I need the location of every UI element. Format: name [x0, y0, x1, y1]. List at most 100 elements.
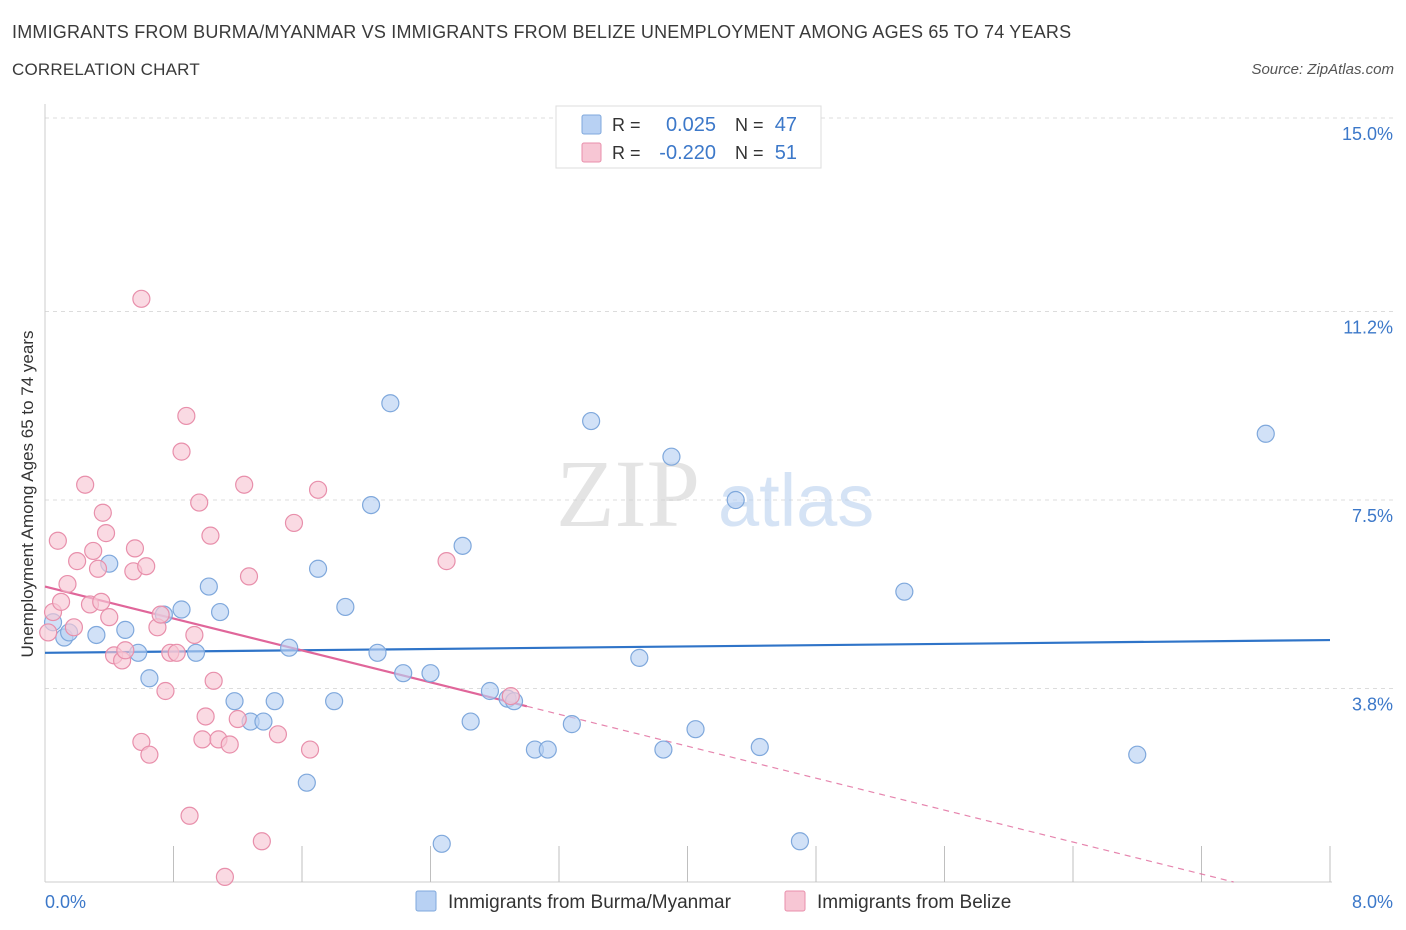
point-blue-21 [336, 597, 355, 617]
point-pink-26 [167, 643, 186, 662]
point-blue-17 [280, 638, 299, 657]
point-pink-50 [92, 592, 111, 611]
point-blue-13 [225, 692, 244, 711]
point-blue-46 [1256, 424, 1275, 443]
point-blue-9 [172, 600, 191, 619]
point-blue-12 [210, 602, 230, 622]
point-pink-27 [172, 442, 191, 461]
point-blue-7 [140, 669, 159, 688]
legend-swatch-blue [415, 890, 437, 912]
point-blue-38 [654, 740, 673, 759]
point-blue-25 [394, 664, 413, 683]
point-pink-41 [239, 567, 259, 586]
stats-swatch-pink [581, 142, 602, 163]
point-pink-47 [437, 552, 456, 571]
axes [44, 104, 1332, 883]
point-pink-38 [220, 735, 239, 754]
point-pink-18 [125, 539, 145, 558]
y-tick-label-1: 7.5% [1352, 506, 1393, 526]
point-blue-10 [186, 643, 206, 662]
point-blue-43 [790, 832, 810, 851]
point-blue-39 [662, 447, 681, 466]
point-blue-41 [726, 490, 745, 510]
point-pink-32 [193, 730, 212, 749]
point-blue-28 [453, 536, 472, 555]
trend-line-dashed-pink [526, 705, 1234, 883]
point-blue-26 [421, 664, 440, 683]
point-pink-44 [284, 513, 304, 533]
tick-labels: 3.8% 7.5% 11.2% 15.0% 0.0% 8.0% [45, 124, 1393, 912]
stats-r-label: R = [612, 115, 641, 135]
stats-n-value-pink: 51 [775, 142, 797, 164]
point-pink-10 [88, 559, 108, 578]
point-pink-31 [190, 493, 209, 512]
point-blue-37 [630, 648, 649, 667]
point-pink-5 [64, 618, 84, 637]
stats-n-label: N = [735, 143, 764, 163]
y-axis-label: Unemployment Among Ages 65 to 74 years [18, 331, 37, 658]
trend-lines [44, 585, 1331, 883]
point-pink-11 [93, 503, 112, 522]
point-pink-30 [185, 625, 204, 645]
data-points [39, 289, 1275, 887]
point-pink-16 [116, 641, 135, 660]
point-blue-3 [87, 625, 106, 645]
point-pink-35 [204, 671, 223, 690]
point-blue-27 [432, 834, 451, 853]
point-pink-46 [308, 480, 328, 499]
point-blue-11 [199, 577, 218, 596]
point-pink-23 [151, 605, 170, 624]
y-tick-label-2: 11.2% [1343, 318, 1393, 338]
point-pink-45 [300, 740, 320, 759]
point-blue-36 [582, 411, 601, 431]
point-pink-42 [252, 832, 271, 851]
point-blue-20 [325, 692, 344, 711]
y-tick-label-3: 15.0% [1342, 124, 1393, 144]
point-blue-30 [480, 681, 500, 701]
x-tick-label-1: 8.0% [1352, 892, 1393, 912]
point-blue-23 [368, 643, 387, 662]
point-blue-22 [361, 495, 381, 515]
point-blue-24 [381, 394, 400, 413]
point-blue-29 [461, 712, 480, 731]
series-legend: Immigrants from Burma/Myanmar Immigrants … [415, 890, 1011, 913]
point-pink-39 [228, 709, 247, 729]
point-pink-20 [137, 557, 156, 576]
point-pink-48 [501, 686, 520, 706]
y-tick-label-0: 3.8% [1352, 694, 1393, 714]
point-blue-35 [562, 715, 581, 734]
point-blue-45 [1128, 745, 1147, 764]
stats-n-label: N = [735, 115, 764, 135]
trend-line-blue [44, 638, 1331, 654]
point-pink-21 [140, 745, 159, 764]
grid-lines [45, 117, 1395, 689]
point-blue-44 [895, 582, 914, 601]
chart-title: IMMIGRANTS FROM BURMA/MYANMAR VS IMMIGRA… [12, 22, 1072, 42]
point-pink-9 [84, 541, 103, 561]
zipatlas-watermark: ZIP atlas [556, 440, 874, 547]
legend-label-pink: Immigrants from Belize [817, 892, 1011, 913]
point-blue-42 [750, 737, 769, 757]
stats-r-value-pink: -0.220 [659, 142, 716, 164]
legend-label-blue: Immigrants from Burma/Myanmar [448, 892, 732, 913]
point-blue-19 [308, 559, 328, 578]
point-blue-18 [297, 773, 316, 792]
point-pink-37 [215, 867, 234, 887]
source-label: Source: ZipAtlas.com [1251, 61, 1394, 78]
x-tick-label-0: 0.0% [45, 892, 86, 912]
point-pink-40 [235, 475, 254, 494]
point-pink-12 [96, 524, 116, 543]
stats-r-value-blue: 0.025 [666, 114, 716, 136]
point-pink-3 [51, 592, 71, 611]
point-pink-34 [201, 526, 220, 545]
point-pink-6 [68, 552, 87, 571]
point-blue-5 [116, 620, 135, 639]
point-pink-24 [156, 681, 175, 701]
stats-r-label: R = [612, 143, 641, 163]
stats-legend: R = 0.025 N = 47 R = -0.220 N = 51 [555, 105, 822, 169]
stats-swatch-blue [581, 114, 602, 135]
point-blue-15 [254, 712, 273, 731]
point-pink-13 [100, 608, 119, 627]
point-blue-34 [538, 740, 557, 759]
